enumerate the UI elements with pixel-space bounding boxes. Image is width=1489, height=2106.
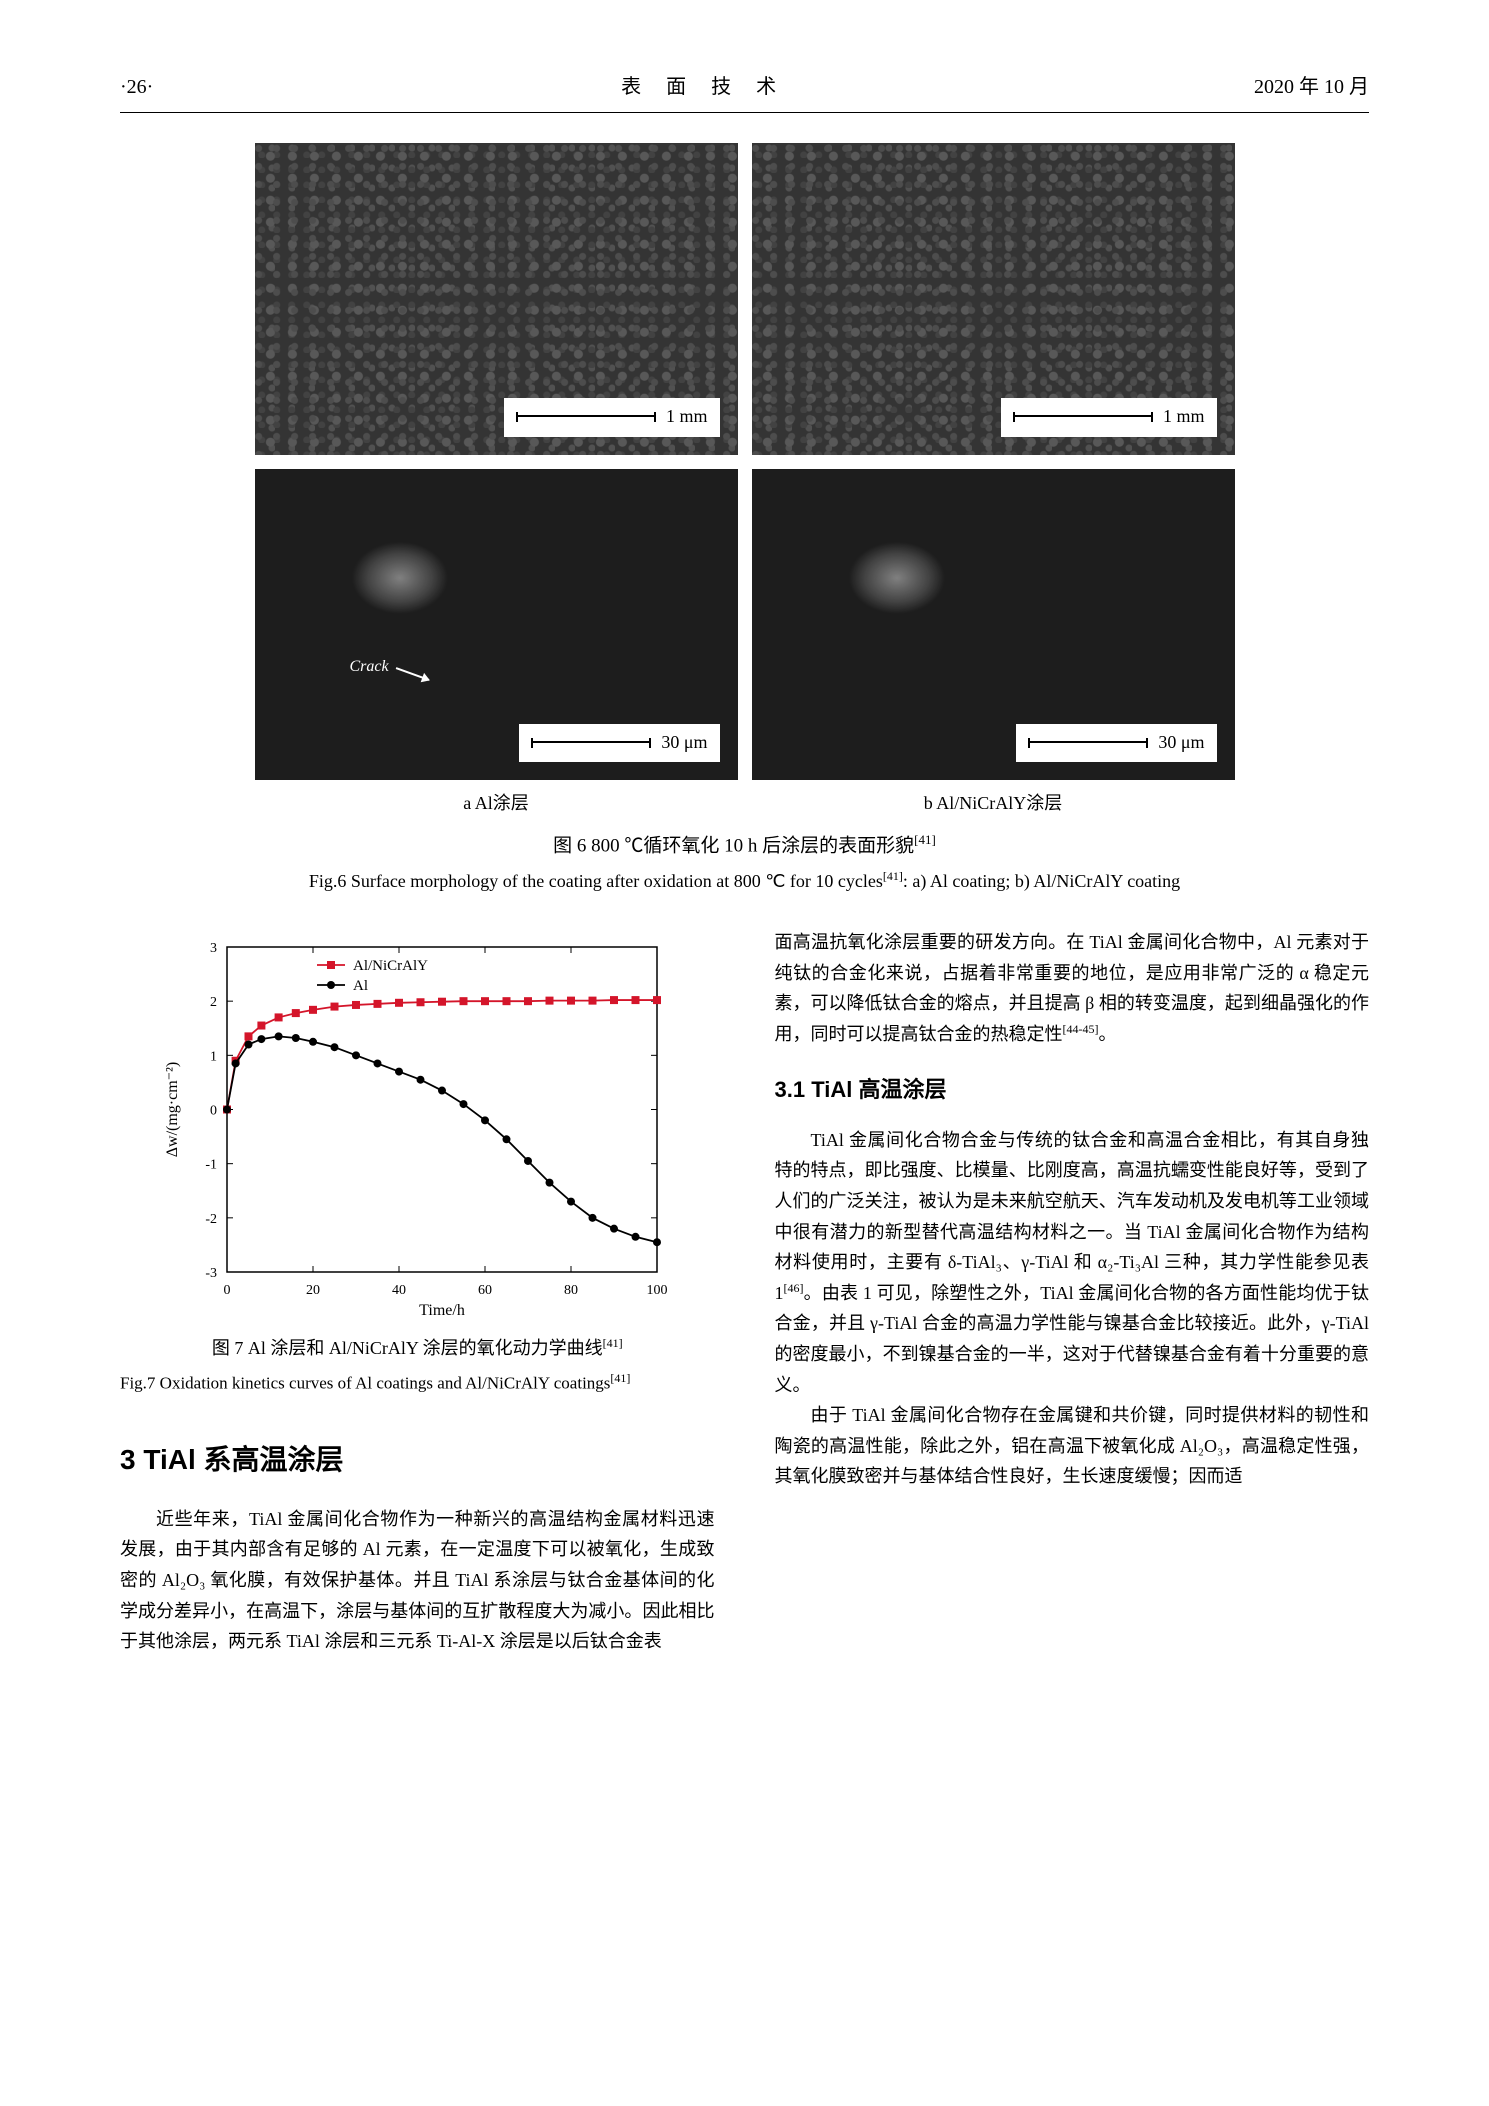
fig6-caption-en: Fig.6 Surface morphology of the coating …	[120, 866, 1369, 897]
right-column: 面高温抗氧化涂层重要的研发方向。在 TiAl 金属间化合物中，Al 元素对于纯钛…	[775, 927, 1370, 1657]
scalebar: 30 μm	[519, 724, 719, 763]
fig6-subcaptions: a Al涂层 b Al/NiCrAlY涂层	[255, 788, 1235, 819]
scalebar: 30 μm	[1016, 724, 1216, 763]
oxidation-kinetics-chart: 0 20 40 60 80 100 -3 -2 -1 0 1 2 3 Time/h Δw/(mg·cm⁻²)…	[157, 927, 677, 1327]
scalebar: 1 mm	[1001, 398, 1217, 437]
svg-text:Al: Al	[353, 978, 368, 994]
fig6-sub-a: a Al涂层	[255, 788, 738, 819]
svg-text:100: 100	[647, 1283, 668, 1298]
figure-7-chart: 0 20 40 60 80 100 -3 -2 -1 0 1 2 3 Time/h Δw/(mg·cm⁻²)…	[120, 927, 715, 1327]
issue-date: 2020 年 10 月	[1254, 70, 1369, 104]
fig6-panel-b-bottom: 30 μm	[752, 469, 1235, 781]
journal-title: 表 面 技 术	[621, 70, 786, 104]
fig7-caption-en: Fig.7 Oxidation kinetics curves of Al co…	[120, 1368, 715, 1399]
svg-text:-3: -3	[206, 1266, 218, 1281]
svg-text:-1: -1	[206, 1158, 218, 1173]
fig6-sub-b: b Al/NiCrAlY涂层	[752, 788, 1235, 819]
fig6-caption-cn: 图 6 800 ℃循环氧化 10 h 后涂层的表面形貌[41]	[120, 829, 1369, 863]
page-header: ·26· 表 面 技 术 2020 年 10 月	[120, 70, 1369, 113]
scalebar: 1 mm	[504, 398, 720, 437]
svg-text:20: 20	[306, 1283, 320, 1298]
svg-text:1: 1	[210, 1049, 217, 1064]
scalebar-label: 30 μm	[1158, 727, 1204, 758]
scalebar-label: 1 mm	[1163, 401, 1205, 432]
svg-text:-2: -2	[206, 1212, 218, 1227]
svg-text:60: 60	[478, 1283, 492, 1298]
right-para-top: 面高温抗氧化涂层重要的研发方向。在 TiAl 金属间化合物中，Al 元素对于纯钛…	[775, 927, 1370, 1049]
right-para-a: TiAl 金属间化合物合金与传统的钛合金和高温合金相比，有其自身独特的特点，即比…	[775, 1125, 1370, 1400]
svg-text:Time/h: Time/h	[419, 1302, 465, 1319]
svg-text:40: 40	[392, 1283, 406, 1298]
crack-label: Crack	[350, 653, 389, 680]
svg-text:Al/NiCrAlY: Al/NiCrAlY	[353, 958, 428, 974]
page-number-left: ·26·	[120, 70, 153, 104]
svg-text:Δw/(mg·cm⁻²): Δw/(mg·cm⁻²)	[164, 1062, 181, 1158]
section-3-heading: 3 TiAl 系高温涂层	[120, 1436, 715, 1484]
svg-text:2: 2	[210, 995, 217, 1010]
svg-text:80: 80	[564, 1283, 578, 1298]
section-3-para-1: 近些年来，TiAl 金属间化合物作为一种新兴的高温结构金属材料迅速发展，由于其内…	[120, 1504, 715, 1657]
fig6-panel-a-bottom: Crack 30 μm	[255, 469, 738, 781]
svg-text:0: 0	[210, 1104, 217, 1119]
fig6-panel-b-top: 1 mm	[752, 143, 1235, 455]
right-para-b: 由于 TiAl 金属间化合物存在金属键和共价键，同时提供材料的韧性和陶瓷的高温性…	[775, 1400, 1370, 1492]
figure-6-grid: 1 mm 1 mm Crack 30 μm 30 μm	[255, 143, 1235, 780]
scalebar-label: 1 mm	[666, 401, 708, 432]
fig6-panel-a-top: 1 mm	[255, 143, 738, 455]
fig7-caption-cn: 图 7 Al 涂层和 Al/NiCrAlY 涂层的氧化动力学曲线[41]	[120, 1333, 715, 1364]
left-column: 0 20 40 60 80 100 -3 -2 -1 0 1 2 3 Time/h Δw/(mg·cm⁻²)…	[120, 927, 715, 1657]
svg-text:0: 0	[224, 1283, 231, 1298]
svg-text:3: 3	[210, 941, 217, 956]
scalebar-label: 30 μm	[661, 727, 707, 758]
subsection-3-1-heading: 3.1 TiAl 高温涂层	[775, 1071, 1370, 1108]
two-column-body: 0 20 40 60 80 100 -3 -2 -1 0 1 2 3 Time/h Δw/(mg·cm⁻²)…	[120, 927, 1369, 1657]
